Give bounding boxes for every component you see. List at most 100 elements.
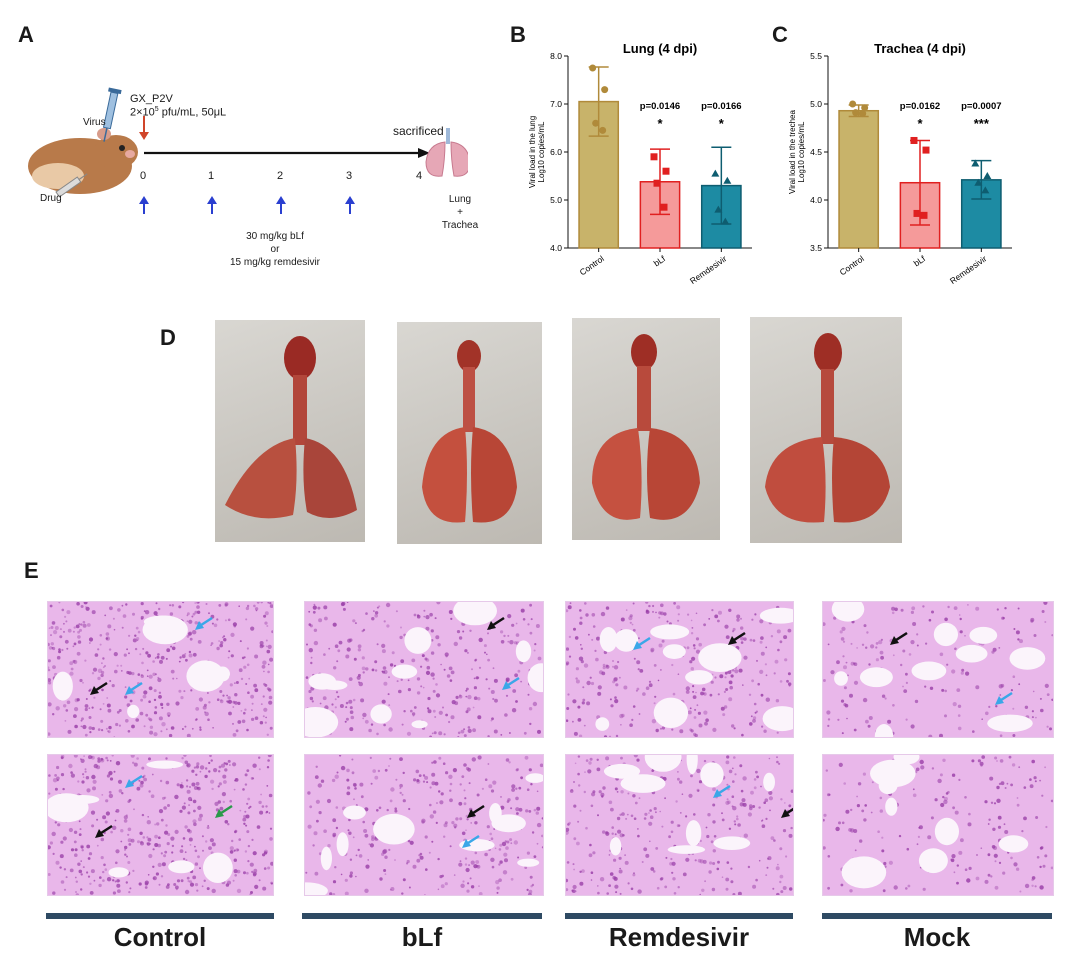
day-0-label: 0 (140, 170, 147, 182)
organ-photo-remdesivir (572, 318, 720, 540)
chart-title: Trachea (4 dpi) (874, 41, 966, 56)
dose-label: 2×105 pfu/mL, 50μL (130, 106, 227, 119)
treatment-arrows (139, 196, 355, 214)
x-tick-label: Remdesivir (688, 253, 729, 286)
organ-photo-blf (397, 322, 542, 544)
data-point (650, 153, 658, 161)
group-label-remdesivir: Remdesivir (608, 922, 750, 952)
y-tick-label: 8.0 (550, 51, 562, 61)
strain-label: GX_P2V (130, 93, 173, 105)
y-axis-label: Viral load in the lung (528, 116, 537, 188)
significance-stars: * (657, 116, 663, 131)
data-point (849, 100, 857, 108)
data-point (721, 217, 730, 225)
data-point (723, 176, 732, 184)
y-axis-unit: Log10 copies/mL (797, 121, 806, 182)
histology-image-blf-bottom (304, 754, 544, 896)
timeline-axis (144, 148, 430, 158)
histology-image-blf-top (304, 601, 544, 738)
data-point (852, 109, 860, 117)
treatment-label: 30 mg/kg bLf or 15 mg/kg remdesivir (229, 231, 321, 268)
drug-syringe-icon (55, 173, 88, 198)
p-value-label: p=0.0166 (701, 101, 741, 112)
y-tick-label: 3.5 (810, 243, 822, 253)
panel-letter-d: D (160, 325, 176, 350)
drug-label: Drug (40, 193, 62, 204)
data-point (920, 211, 928, 219)
y-tick-label: 4.0 (550, 243, 562, 253)
x-tick-label: Remdesivir (948, 253, 989, 286)
syringe-icon (102, 87, 122, 142)
group-rule-blf (302, 913, 542, 919)
histology-image-remdesivir-top (565, 601, 794, 738)
panel-letter-a: A (18, 22, 34, 47)
data-point (910, 136, 918, 144)
histology-image-control-bottom (47, 754, 274, 896)
data-point (913, 209, 921, 217)
day-3-label: 3 (346, 170, 353, 182)
y-axis-unit: Log10 copies/mL (537, 121, 546, 182)
data-point (971, 159, 980, 167)
y-tick-label: 5.0 (810, 99, 822, 109)
data-point (592, 119, 600, 127)
x-tick-label: bLf (652, 253, 668, 268)
p-value-label: p=0.0162 (900, 101, 940, 112)
lung-specimen-icon (225, 336, 357, 519)
data-point (922, 146, 930, 154)
data-point (714, 205, 723, 213)
data-point (974, 178, 983, 186)
histology-image-remdesivir-bottom (565, 754, 794, 896)
bar-control (838, 109, 880, 249)
lung-specimen-icon (422, 340, 517, 523)
data-point (859, 110, 867, 118)
experiment-schematic (18, 80, 471, 280)
virus-label: Virus (83, 117, 106, 128)
significance-stars: * (917, 116, 923, 131)
organ-photo-control (215, 320, 365, 542)
data-point (601, 86, 609, 94)
panel-letter-b: B (510, 22, 526, 47)
y-tick-label: 5.5 (810, 51, 822, 61)
lungs-icon (425, 128, 471, 177)
p-value-label: p=0.0146 (640, 101, 680, 112)
chart-lung: Lung (4 dpi) Viral load in the lung Log10 … (520, 35, 775, 300)
panel-letter-e: E (24, 558, 39, 583)
group-rule-control (46, 913, 274, 919)
group-rule-remdesivir (565, 913, 793, 919)
histology-image-mock-bottom (822, 754, 1054, 896)
day-4-label: 4 (416, 170, 423, 182)
data-point (662, 167, 670, 175)
data-point (653, 179, 661, 187)
lung-specimen-icon (765, 333, 890, 523)
significance-stars: *** (974, 116, 990, 131)
hamster-icon (28, 128, 138, 194)
y-tick-label: 4.5 (810, 147, 822, 157)
group-label-blf: bLf (401, 922, 443, 952)
group-rule-mock (822, 913, 1052, 919)
histology-image-mock-top (822, 601, 1054, 738)
significance-stars: * (719, 116, 725, 131)
data-point (861, 104, 869, 112)
data-point (711, 169, 720, 177)
group-label-mock: Mock (903, 922, 971, 952)
data-point (983, 172, 992, 179)
sacrificed-label: sacrificed (393, 124, 444, 138)
organ-photo-mock (750, 317, 902, 543)
chart-trachea: Trachea (4 dpi) Viral load in the trechea… (780, 35, 1070, 300)
p-value-label: p=0.0007 (961, 101, 1001, 112)
y-tick-label: 4.0 (810, 195, 822, 205)
y-tick-label: 6.0 (550, 147, 562, 157)
y-tick-label: 5.0 (550, 195, 562, 205)
organ-label: Lung + Trachea (441, 194, 479, 231)
panel-letter-c: C (772, 22, 788, 47)
x-tick-label: bLf (912, 253, 928, 268)
data-point (589, 64, 597, 72)
data-point (599, 126, 607, 134)
lung-specimen-icon (592, 334, 700, 520)
day-2-label: 2 (277, 170, 284, 182)
y-axis-label: Viral load in the trechea (788, 109, 797, 193)
x-tick-label: Control (838, 253, 866, 277)
chart-title: Lung (4 dpi) (623, 41, 697, 56)
histology-image-control-top (47, 601, 274, 738)
schematic-drawing (28, 87, 471, 214)
